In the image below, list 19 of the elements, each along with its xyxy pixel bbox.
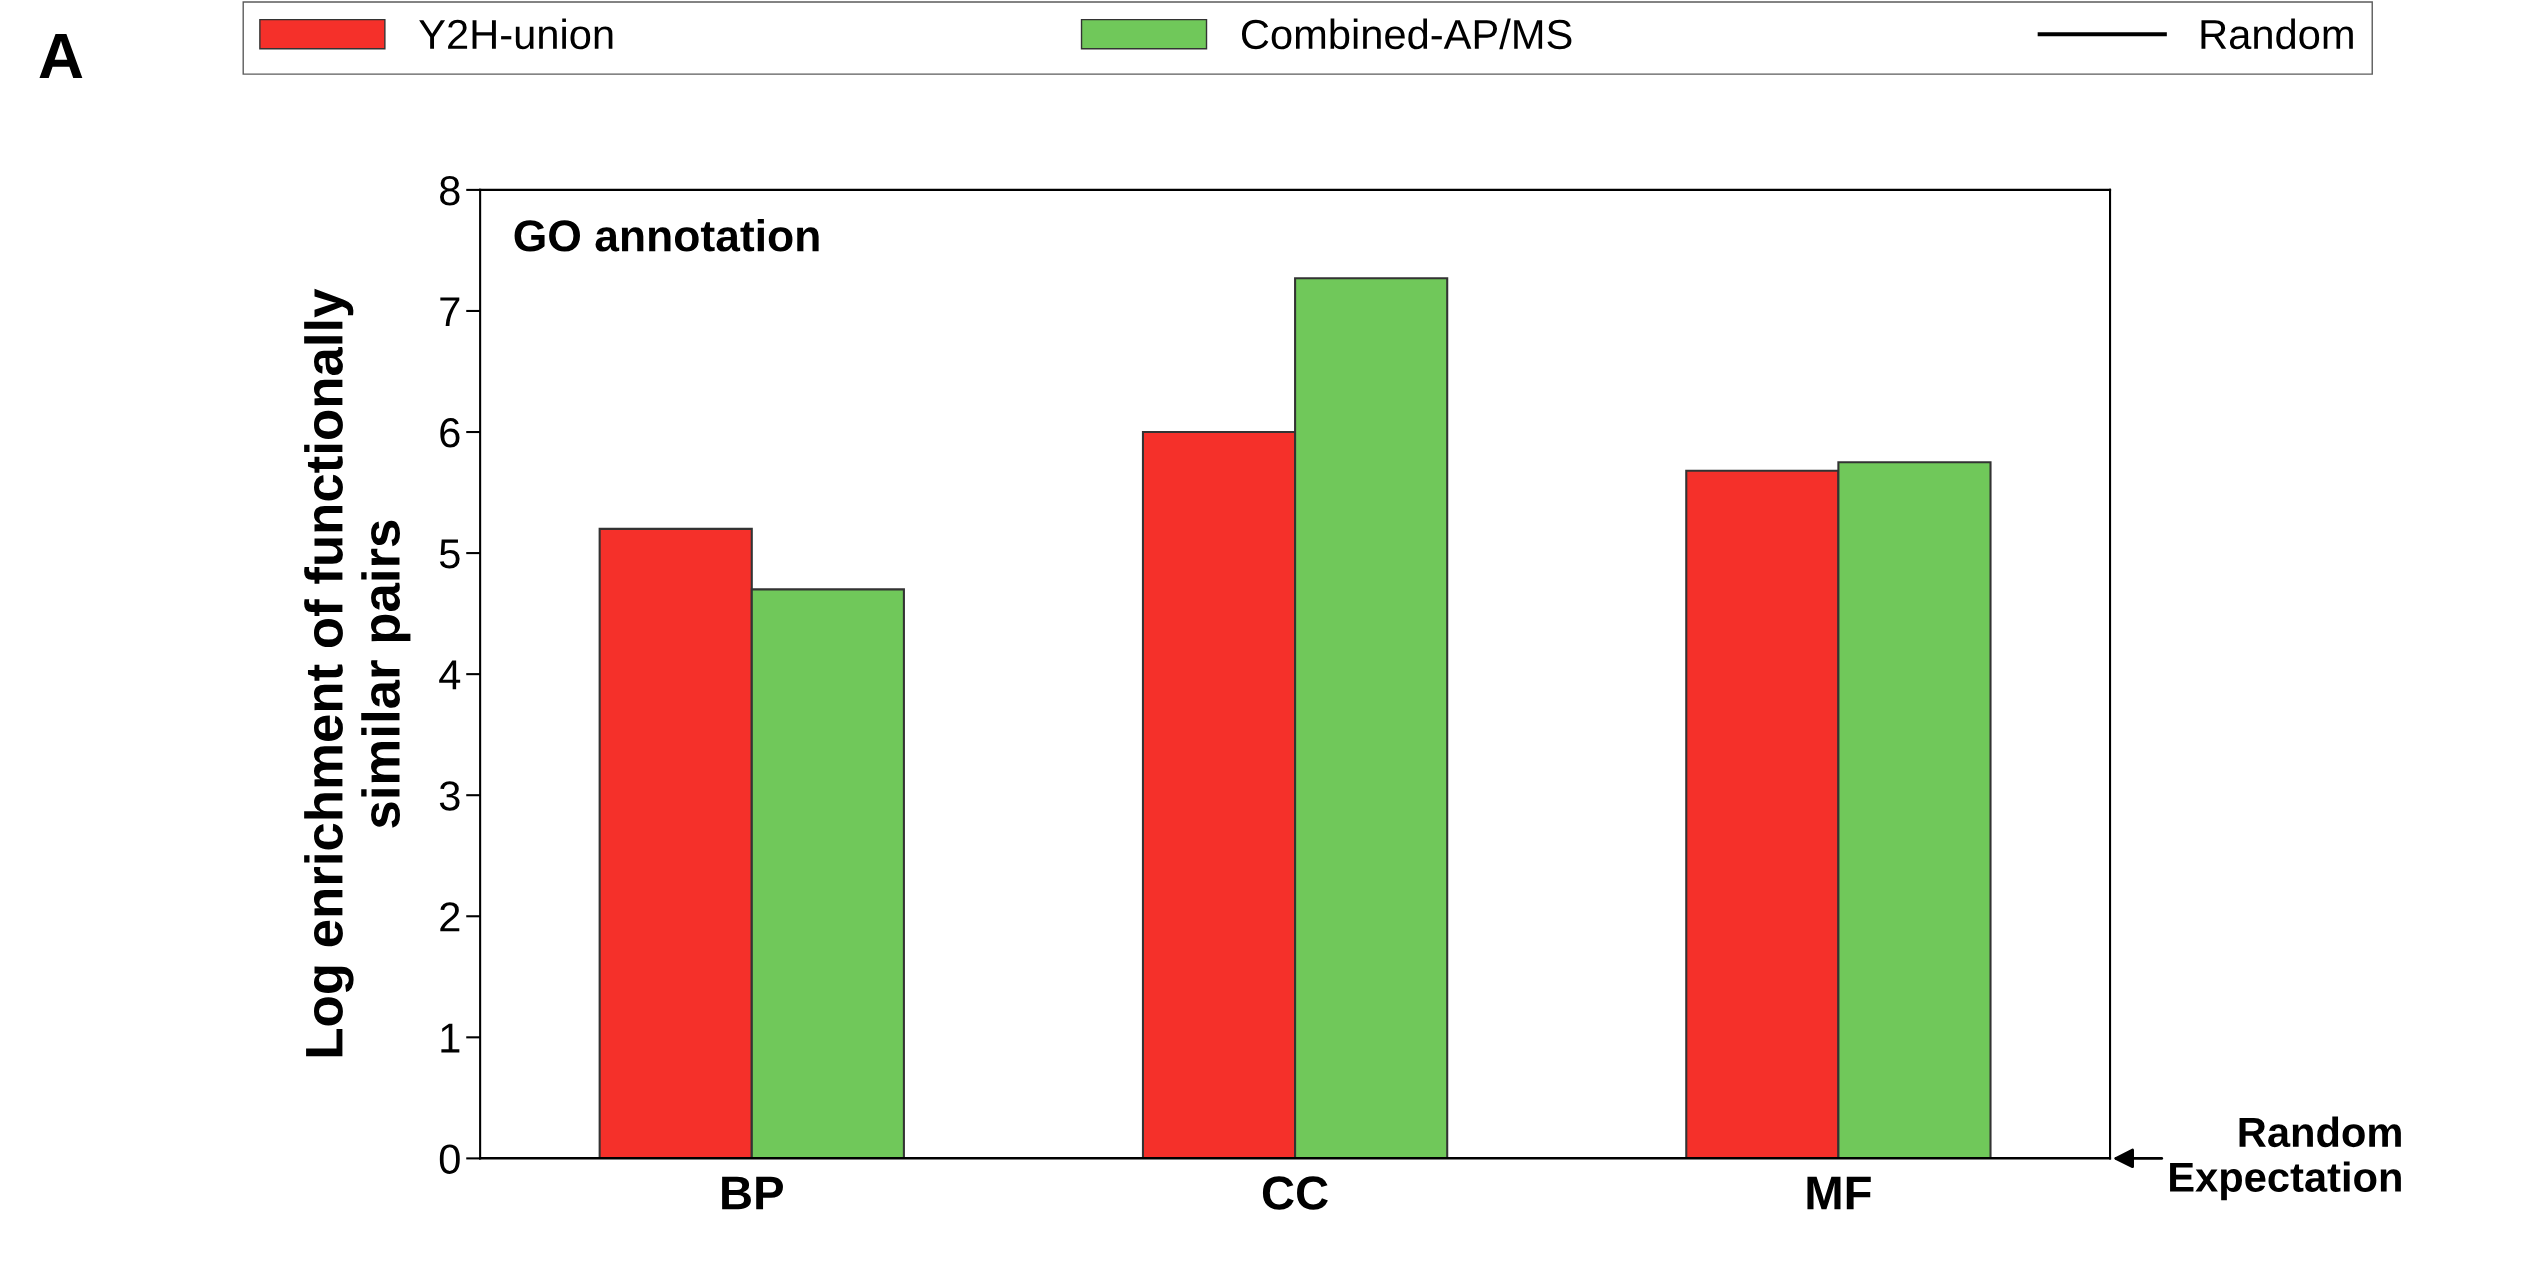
y-tick-label: 3 <box>439 781 460 811</box>
y-tick-label: 5 <box>439 539 460 569</box>
text: GO annotation <box>514 218 819 252</box>
x-tick-label: BP <box>722 1176 783 1210</box>
text: Random Expectation <box>2170 1116 2401 1201</box>
text: A <box>39 34 83 78</box>
y-tick-label: 0 <box>439 1144 460 1174</box>
y-axis-title: Log enrichment of functionally similar pairs <box>304 288 411 1057</box>
y-tick-label: 4 <box>439 660 461 690</box>
legend-label: Y2H-union <box>419 18 613 50</box>
y-tick-label: 1 <box>441 1023 460 1053</box>
y-tick-label: 8 <box>440 175 460 206</box>
legend-label: Combined-AP/MS <box>1241 18 1572 50</box>
y-tick-label: 6 <box>440 418 460 448</box>
x-tick-label: CC <box>1262 1176 1328 1210</box>
x-tick-label: MF <box>1807 1176 1871 1210</box>
y-tick-label: 7 <box>440 297 460 327</box>
y-tick-label: 2 <box>440 902 460 932</box>
legend-label: Random <box>2201 18 2353 50</box>
